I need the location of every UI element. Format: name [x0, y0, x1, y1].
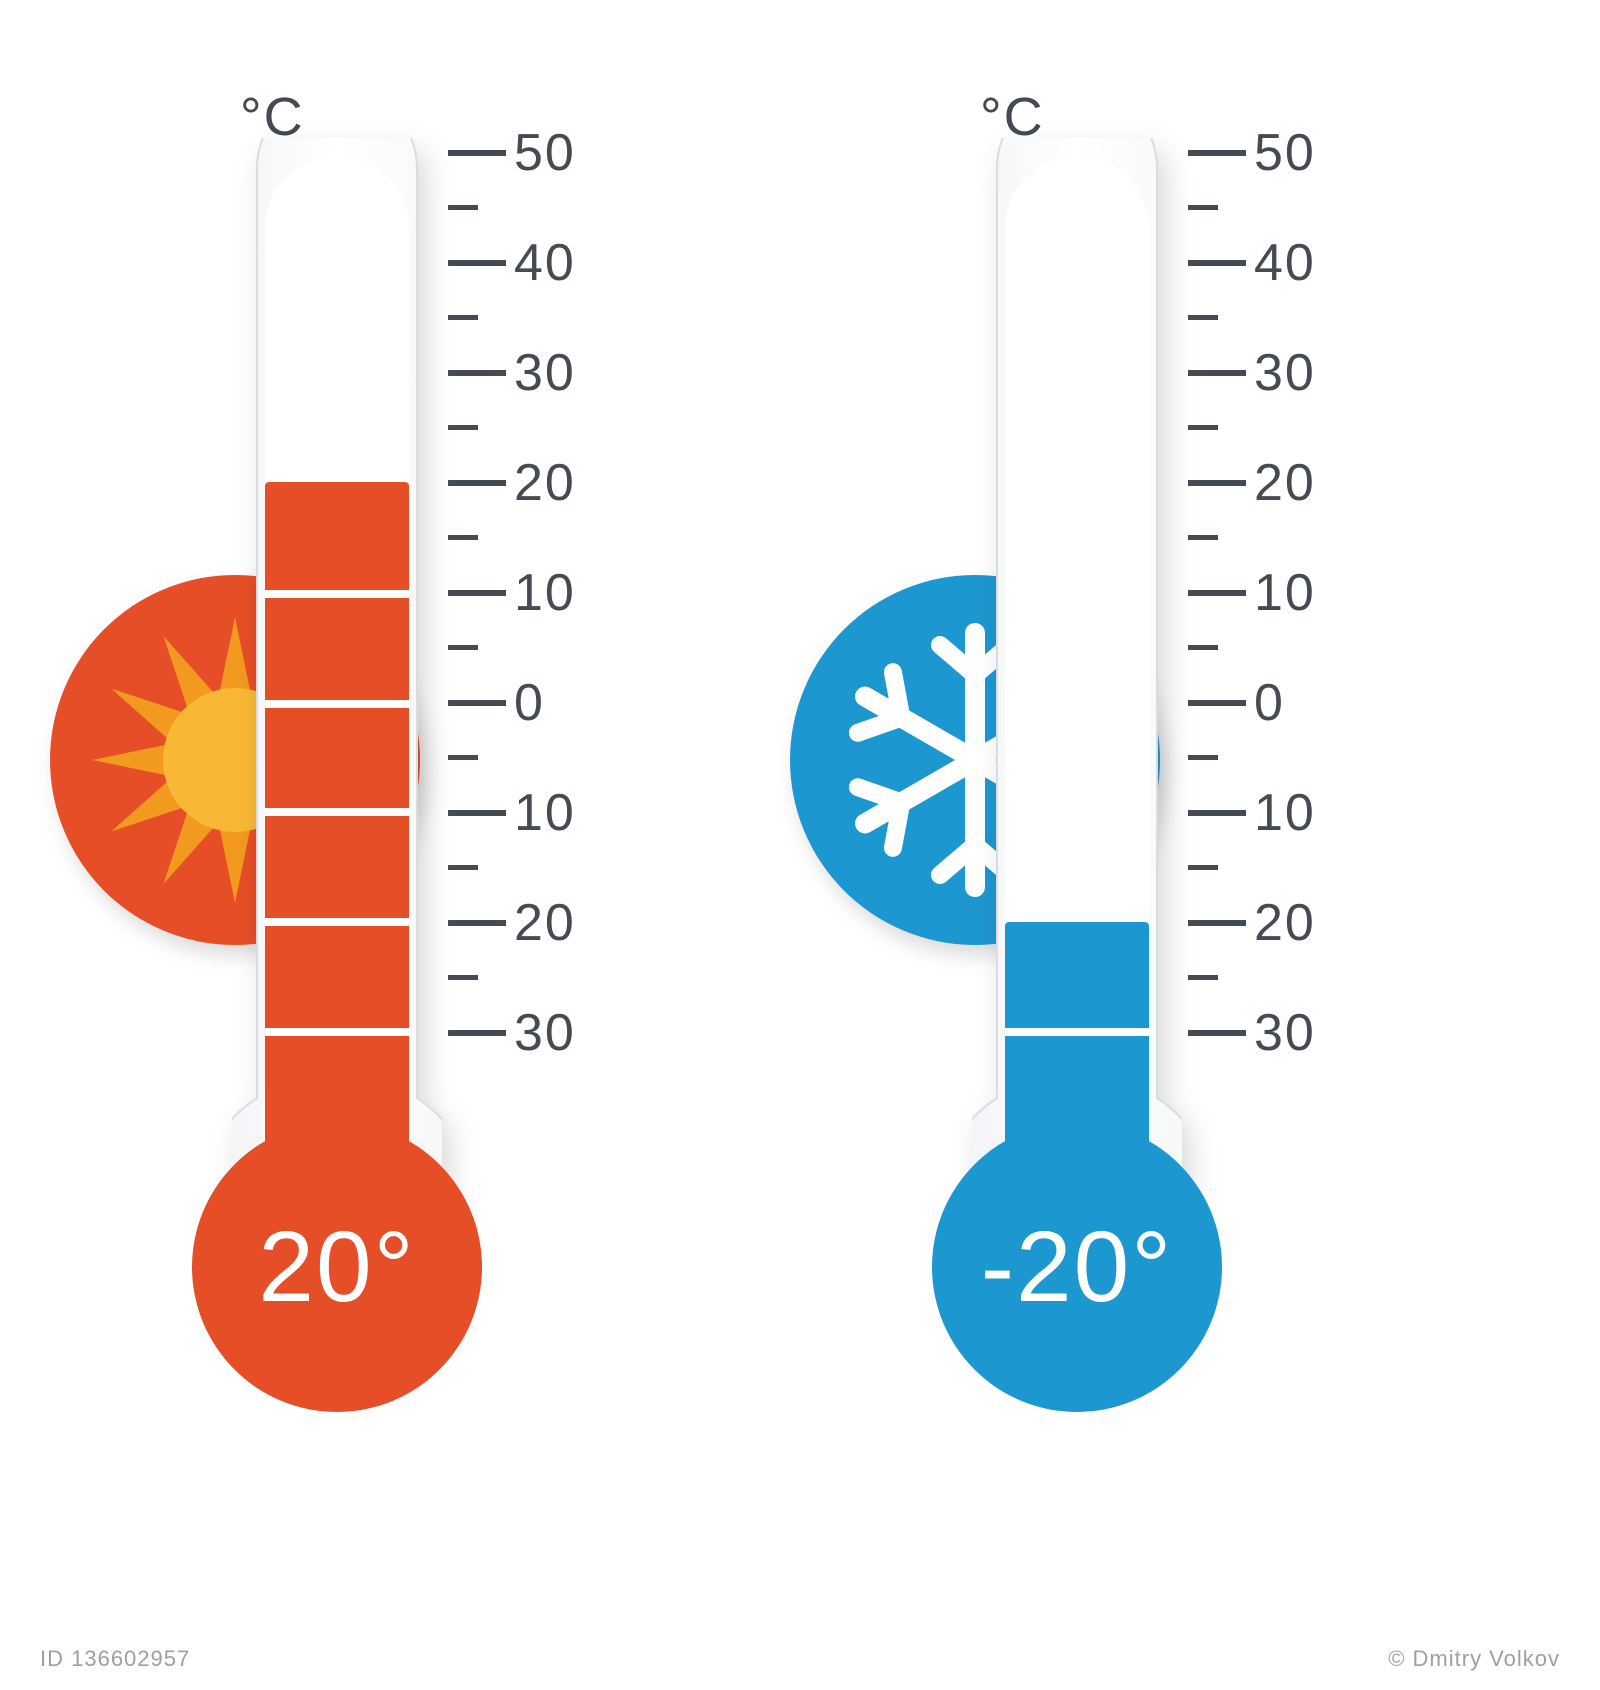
- scale-tick-major: [1188, 150, 1246, 156]
- scale-tick-major: [448, 260, 506, 266]
- temperature-reading-cold: -20°: [932, 1210, 1222, 1325]
- temperature-scale-cold: 50403020100102030: [1188, 150, 1448, 1150]
- scale-tick-label: 0: [514, 673, 545, 733]
- scale-tick-label: 20: [514, 893, 576, 953]
- scale-tick-major: [448, 480, 506, 486]
- scale-tick-label: 20: [1254, 893, 1316, 953]
- scale-tick-major: [448, 150, 506, 156]
- scale-tick-major: [1188, 810, 1246, 816]
- scale-tick-label: 30: [514, 343, 576, 403]
- scale-tick-major: [1188, 480, 1246, 486]
- thermometer-bulb-hot: 20°: [192, 1122, 482, 1412]
- scale-tick-major: [448, 810, 506, 816]
- scale-tick-label: 10: [514, 563, 576, 623]
- scale-tick-label: 10: [514, 783, 576, 843]
- scale-tick-label: 40: [514, 233, 576, 293]
- scale-tick-minor: [1188, 535, 1218, 540]
- scale-tick-label: 50: [514, 123, 576, 183]
- liquid-seam: [265, 918, 409, 926]
- scale-tick-major: [1188, 700, 1246, 706]
- scale-tick-minor: [448, 975, 478, 980]
- scale-tick-minor: [1188, 645, 1218, 650]
- attribution-bar: ID 136602957 © Dmitry Volkov: [0, 1646, 1600, 1672]
- liquid-seam: [265, 808, 409, 816]
- scale-tick-minor: [1188, 205, 1218, 210]
- infographic-stage: °C: [0, 0, 1600, 1690]
- scale-tick-minor: [1188, 865, 1218, 870]
- scale-tick-minor: [448, 865, 478, 870]
- scale-tick-minor: [1188, 425, 1218, 430]
- scale-tick-minor: [448, 425, 478, 430]
- scale-tick-label: 10: [1254, 563, 1316, 623]
- liquid-seam: [265, 590, 409, 598]
- scale-tick-label: 40: [1254, 233, 1316, 293]
- scale-tick-label: 50: [1254, 123, 1316, 183]
- thermometer-hot: °C: [80, 80, 780, 1480]
- scale-tick-label: 30: [1254, 343, 1316, 403]
- scale-tick-label: 30: [514, 1003, 576, 1063]
- scale-tick-label: 20: [1254, 453, 1316, 513]
- scale-tick-label: 30: [1254, 1003, 1316, 1063]
- scale-tick-minor: [448, 645, 478, 650]
- thermometer-bulb-cold: -20°: [932, 1122, 1222, 1412]
- scale-tick-label: 0: [1254, 673, 1285, 733]
- temperature-scale-hot: 50403020100102030: [448, 150, 708, 1150]
- scale-tick-major: [1188, 590, 1246, 596]
- scale-tick-major: [448, 370, 506, 376]
- liquid-seam: [265, 700, 409, 708]
- scale-tick-major: [1188, 370, 1246, 376]
- liquid-seam: [265, 1028, 409, 1036]
- image-id-text: ID 136602957: [40, 1646, 190, 1672]
- scale-tick-major: [448, 1030, 506, 1036]
- author-credit: © Dmitry Volkov: [1388, 1646, 1560, 1672]
- thermometer-cold: °C: [820, 80, 1520, 1480]
- scale-tick-minor: [448, 315, 478, 320]
- scale-tick-minor: [448, 205, 478, 210]
- liquid-seam: [1005, 1028, 1149, 1036]
- scale-tick-minor: [1188, 315, 1218, 320]
- scale-tick-major: [448, 920, 506, 926]
- scale-tick-minor: [448, 535, 478, 540]
- scale-tick-major: [448, 700, 506, 706]
- scale-tick-major: [1188, 1030, 1246, 1036]
- liquid-column-hot: [265, 482, 409, 1160]
- scale-tick-minor: [1188, 755, 1218, 760]
- scale-tick-label: 20: [514, 453, 576, 513]
- scale-tick-minor: [1188, 975, 1218, 980]
- scale-tick-major: [448, 590, 506, 596]
- scale-tick-minor: [448, 755, 478, 760]
- scale-tick-label: 10: [1254, 783, 1316, 843]
- scale-tick-major: [1188, 260, 1246, 266]
- scale-tick-major: [1188, 920, 1246, 926]
- temperature-reading-hot: 20°: [192, 1210, 482, 1325]
